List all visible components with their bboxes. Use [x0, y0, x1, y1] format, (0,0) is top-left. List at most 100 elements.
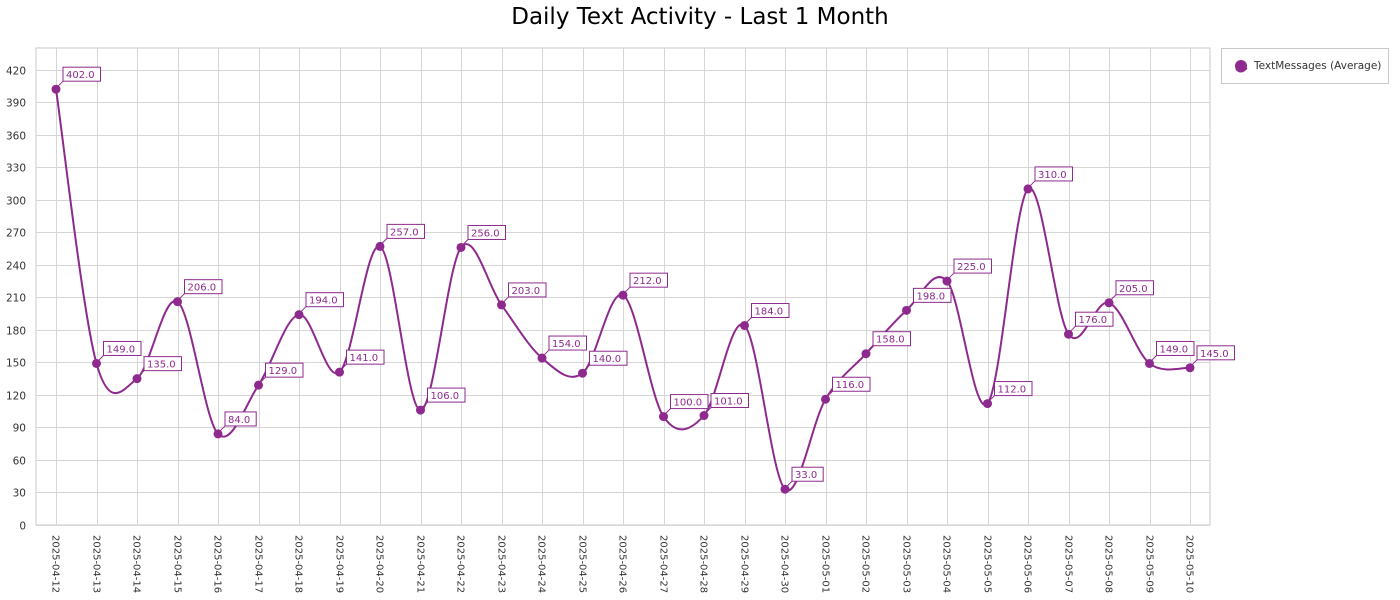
data-point — [618, 290, 628, 300]
data-label-box — [184, 279, 223, 295]
data-label-connector — [584, 364, 590, 371]
x-tick-label: 2025-04-16 — [212, 535, 223, 593]
data-point — [821, 394, 830, 404]
data-label-box — [872, 331, 911, 347]
data-point — [902, 305, 911, 315]
y-tick-label: 210 — [6, 293, 26, 305]
data-label-box — [265, 362, 304, 378]
data-label-connector — [908, 301, 914, 308]
y-tick-label: 30 — [13, 488, 26, 500]
data-label: 212.0 — [633, 276, 662, 287]
data-point — [780, 484, 790, 494]
data-label: 140.0 — [593, 354, 622, 365]
data-label-connector — [503, 296, 509, 303]
x-tick-label: 2025-04-25 — [577, 535, 588, 593]
data-label-connector — [989, 395, 995, 401]
data-point — [1145, 358, 1154, 368]
data-label-connector — [1191, 359, 1198, 366]
data-label: 257.0 — [390, 227, 419, 238]
data-point — [861, 349, 871, 359]
x-tick-label: 2025-05-04 — [941, 535, 952, 593]
x-tick-label: 2025-04-21 — [415, 535, 426, 593]
data-point — [375, 241, 385, 251]
data-point — [294, 310, 304, 320]
legend-series-label: TextMessages (Average) — [1254, 60, 1382, 72]
data-label-box — [1075, 311, 1114, 327]
x-tick-label: 2025-04-19 — [334, 535, 345, 593]
x-tick-label: 2025-04-30 — [779, 535, 790, 593]
data-label-box — [467, 224, 506, 240]
data-label-box — [913, 287, 952, 303]
data-label-box — [994, 381, 1033, 397]
data-point — [416, 405, 425, 415]
y-tick-label: 240 — [6, 261, 26, 273]
data-point — [456, 242, 466, 252]
data-label-box — [143, 356, 182, 372]
x-tick-label: 2025-05-03 — [901, 535, 912, 593]
data-point — [699, 411, 709, 421]
data-point — [659, 412, 668, 422]
data-label-connector — [300, 306, 307, 313]
data-label-box — [386, 223, 425, 239]
data-label-connector — [705, 407, 712, 413]
data-label: 206.0 — [188, 283, 217, 294]
data-point — [173, 297, 182, 307]
data-label-box — [751, 303, 790, 319]
data-label-box — [346, 349, 385, 365]
x-tick-label: 2025-04-18 — [293, 535, 304, 593]
y-tick-label: 330 — [6, 163, 26, 175]
x-tick-label: 2025-05-02 — [860, 535, 871, 593]
data-point — [132, 374, 142, 384]
data-label-box — [103, 340, 142, 356]
x-tick-label: 2025-05-10 — [1184, 535, 1195, 593]
data-label: 141.0 — [350, 353, 379, 364]
data-label-connector — [1070, 325, 1076, 332]
data-label-box — [589, 350, 628, 366]
data-point — [942, 276, 952, 286]
data-label-connector — [543, 349, 550, 356]
data-point — [983, 399, 992, 409]
x-tick-label: 2025-04-24 — [536, 535, 547, 593]
data-label: 116.0 — [836, 380, 865, 391]
data-label-connector — [381, 238, 388, 244]
data-label: 225.0 — [957, 262, 986, 273]
data-point — [1185, 363, 1195, 373]
data-label-connector — [57, 80, 64, 87]
data-label: 33.0 — [795, 470, 817, 481]
data-point — [254, 380, 263, 390]
y-tick-label: 270 — [6, 228, 26, 240]
data-label-box — [305, 292, 344, 308]
data-label-box — [953, 258, 992, 274]
x-tick-label: 2025-04-12 — [50, 535, 61, 593]
data-point — [740, 321, 749, 331]
data-label-connector — [1151, 355, 1157, 361]
x-tick-label: 2025-04-14 — [131, 535, 142, 593]
data-label: 149.0 — [1160, 344, 1189, 355]
x-tick-label: 2025-04-23 — [496, 535, 507, 593]
legend-series-icon — [1235, 60, 1248, 73]
data-label-box — [670, 394, 709, 410]
data-label-connector — [179, 293, 185, 300]
y-tick-label: 150 — [6, 358, 26, 370]
data-label-connector — [665, 408, 671, 414]
data-point — [497, 300, 506, 310]
x-tick-label: 2025-05-06 — [1022, 535, 1033, 593]
x-tick-label: 2025-05-05 — [982, 535, 993, 593]
series-line — [55, 89, 1191, 492]
data-label-box — [832, 376, 871, 392]
data-label: 101.0 — [714, 397, 743, 408]
y-tick-label: 360 — [6, 131, 26, 143]
x-tick-label: 2025-04-29 — [739, 535, 750, 593]
y-tick-label: 180 — [6, 326, 26, 338]
data-label-connector — [98, 355, 104, 361]
data-label: 106.0 — [431, 391, 460, 402]
data-point — [1023, 184, 1033, 194]
data-point — [1064, 329, 1073, 339]
data-label-connector — [786, 480, 793, 487]
data-label: 100.0 — [674, 398, 703, 409]
data-label-box — [629, 272, 668, 288]
data-label: 176.0 — [1079, 315, 1108, 326]
y-tick-label: 420 — [6, 66, 26, 78]
